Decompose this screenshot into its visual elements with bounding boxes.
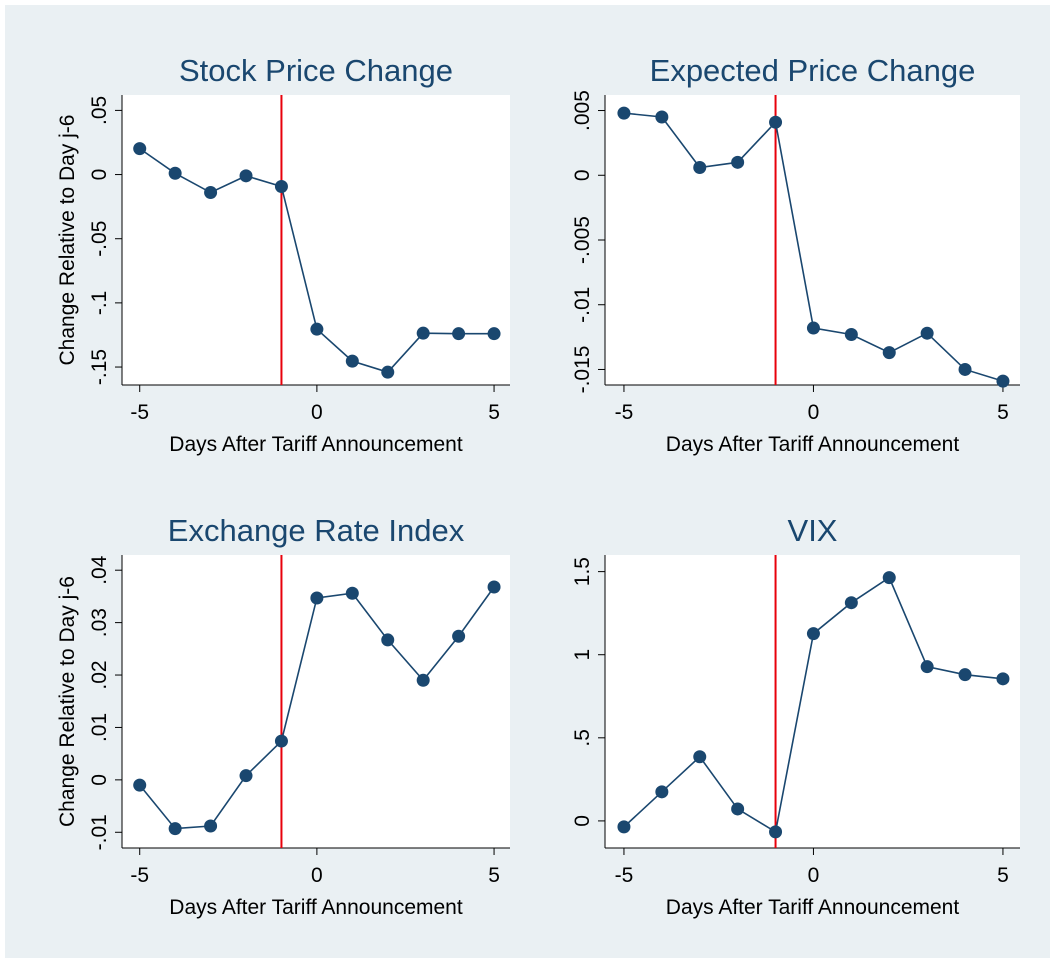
data-point	[133, 142, 147, 156]
y-tick-label: 0	[88, 169, 111, 181]
data-point	[239, 769, 253, 783]
x-tick-label: 5	[488, 401, 500, 424]
data-point	[310, 591, 324, 605]
data-point	[274, 734, 288, 748]
y-tick-label: -.05	[88, 221, 111, 257]
data-point	[416, 673, 430, 687]
x-axis-title: Days After Tariff Announcement	[169, 896, 463, 919]
y-tick-label: .01	[88, 713, 111, 742]
x-tick-label: 0	[311, 864, 323, 887]
data-point	[769, 825, 783, 839]
x-tick-label: 0	[808, 401, 820, 424]
y-axis-title: Change Relative to Day j-6	[56, 576, 79, 827]
data-point	[958, 668, 972, 682]
data-point	[655, 110, 669, 124]
data-point	[655, 785, 669, 799]
y-tick-label: 0	[571, 169, 594, 181]
data-point	[274, 179, 288, 193]
data-point	[844, 596, 858, 610]
data-point	[806, 627, 820, 641]
x-tick-label: 5	[488, 864, 500, 887]
data-point	[958, 362, 972, 376]
plot-region	[605, 555, 1020, 848]
x-tick-label: -5	[130, 864, 149, 887]
data-point	[996, 672, 1010, 686]
data-point	[345, 586, 359, 600]
chart-title: VIX	[788, 513, 838, 548]
chart-title: Exchange Rate Index	[168, 513, 465, 548]
y-tick-label: -.01	[571, 287, 594, 323]
plot-region	[122, 95, 510, 385]
y-tick-label: 0	[88, 774, 111, 786]
x-tick-label: -5	[615, 401, 634, 424]
data-point	[920, 326, 934, 340]
data-point	[133, 778, 147, 792]
x-axis-title: Days After Tariff Announcement	[666, 433, 960, 456]
data-point	[452, 327, 466, 341]
data-point	[168, 822, 182, 836]
data-point	[693, 750, 707, 764]
y-tick-label: -.01	[88, 814, 111, 850]
data-point	[381, 365, 395, 379]
y-tick-label: .5	[571, 729, 594, 747]
data-point	[168, 166, 182, 180]
x-axis-title: Days After Tariff Announcement	[169, 433, 463, 456]
x-tick-label: 0	[808, 864, 820, 887]
data-point	[769, 115, 783, 129]
y-tick-label: .04	[88, 555, 111, 585]
y-tick-label: 1	[571, 649, 594, 661]
data-point	[996, 374, 1010, 388]
y-tick-label: .03	[88, 608, 111, 637]
chart-title: Stock Price Change	[179, 53, 453, 88]
data-point	[731, 802, 745, 816]
data-point	[239, 169, 253, 183]
y-tick-label: -.015	[571, 346, 594, 394]
y-tick-label: .005	[571, 90, 594, 131]
y-tick-label: 1.5	[571, 557, 594, 586]
data-point	[381, 633, 395, 647]
data-point	[693, 161, 707, 174]
y-tick-label: 0	[571, 815, 594, 827]
y-tick-label: -.1	[88, 291, 111, 316]
plot-region	[605, 95, 1020, 385]
data-point	[452, 629, 466, 643]
y-tick-label: .05	[88, 96, 111, 125]
data-point	[345, 354, 359, 368]
data-point	[487, 580, 501, 594]
x-tick-label: 5	[997, 864, 1009, 887]
data-point	[731, 155, 745, 169]
x-axis-title: Days After Tariff Announcement	[666, 896, 960, 919]
data-point	[806, 321, 820, 335]
y-tick-label: -.005	[571, 216, 594, 264]
data-point	[204, 819, 218, 833]
data-point	[204, 186, 218, 200]
x-tick-label: 0	[311, 401, 323, 424]
y-tick-label: .02	[88, 660, 111, 689]
x-tick-label: -5	[130, 401, 149, 424]
x-tick-label: -5	[615, 864, 634, 887]
data-point	[617, 106, 631, 120]
data-point	[882, 346, 896, 360]
y-axis-title: Change Relative to Day j-6	[56, 115, 79, 366]
data-point	[310, 322, 324, 336]
chart-title: Expected Price Change	[650, 53, 976, 88]
data-point	[487, 327, 501, 341]
data-point	[882, 571, 896, 585]
data-point	[844, 328, 858, 342]
y-tick-label: -.15	[88, 349, 111, 385]
data-point	[920, 660, 934, 674]
x-tick-label: 5	[997, 401, 1009, 424]
data-point	[416, 326, 430, 340]
data-point	[617, 820, 631, 834]
